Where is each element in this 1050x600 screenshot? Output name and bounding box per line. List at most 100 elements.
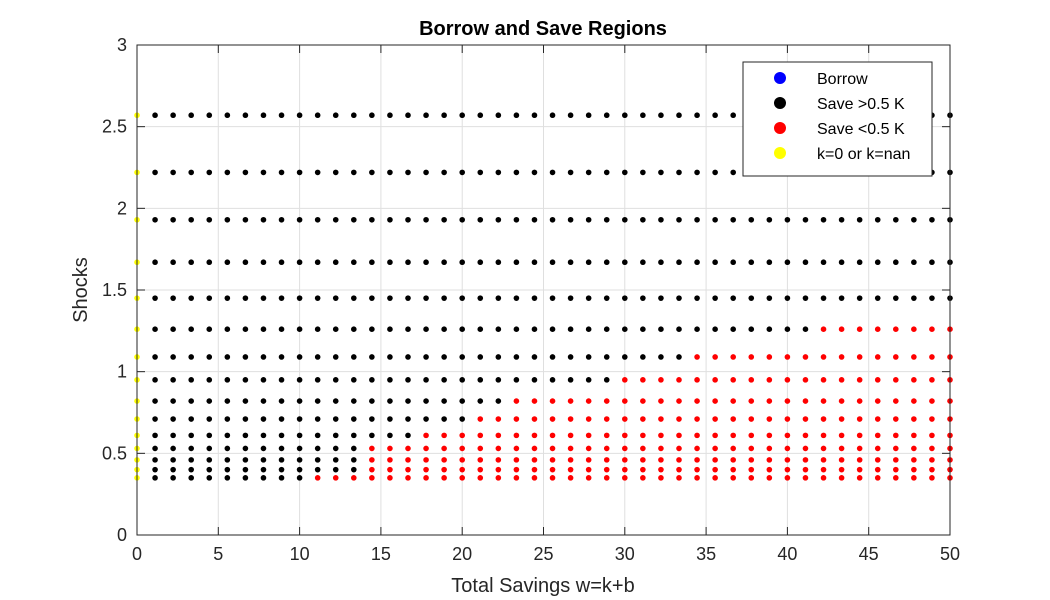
point-save-high	[549, 326, 556, 333]
point-save-high	[387, 216, 393, 223]
point-save-low	[531, 457, 538, 463]
point-save-low	[640, 377, 646, 383]
point-save-low	[694, 354, 700, 360]
point-save-low	[874, 354, 881, 360]
point-save-low	[369, 466, 375, 473]
point-save-low	[893, 466, 899, 473]
point-save-high	[531, 216, 538, 223]
point-save-low	[658, 466, 664, 473]
point-save-high	[296, 112, 303, 119]
point-save-high	[640, 259, 646, 266]
point-save-low	[640, 466, 646, 473]
point-save-low	[477, 416, 484, 422]
point-save-high	[170, 169, 176, 176]
point-save-high	[766, 326, 773, 333]
point-save-high	[260, 377, 267, 383]
point-save-low	[459, 466, 466, 473]
point-save-high	[369, 259, 375, 266]
point-save-low	[477, 432, 484, 439]
point-save-high	[152, 112, 158, 119]
point-save-low	[423, 475, 429, 481]
point-save-low	[893, 398, 899, 404]
point-save-low	[549, 416, 556, 422]
point-save-high	[296, 432, 303, 439]
point-save-high	[260, 259, 267, 266]
point-save-high	[351, 416, 357, 422]
point-save-low	[603, 466, 610, 473]
point-save-low	[874, 416, 881, 422]
point-save-low	[730, 398, 736, 404]
point-save-high	[495, 216, 502, 223]
point-save-low	[549, 432, 556, 439]
point-save-high	[351, 259, 357, 266]
legend-label-k-zero: k=0 or k=nan	[817, 146, 910, 163]
x-tick-label: 0	[132, 544, 142, 564]
point-save-high	[531, 112, 538, 119]
point-save-low	[567, 445, 574, 452]
point-save-low	[766, 466, 773, 473]
point-save-high	[369, 295, 375, 301]
point-save-high	[351, 169, 357, 176]
point-save-high	[369, 432, 375, 439]
point-save-high	[694, 112, 700, 119]
point-save-high	[369, 416, 375, 422]
point-save-low	[603, 475, 610, 481]
point-save-high	[441, 416, 447, 422]
point-save-high	[856, 216, 863, 223]
point-save-low	[929, 466, 935, 473]
point-save-high	[477, 259, 484, 266]
y-tick-label: 0.5	[102, 443, 127, 463]
point-save-high	[676, 216, 682, 223]
point-save-low	[658, 416, 664, 422]
point-save-high	[260, 169, 267, 176]
point-save-high	[694, 216, 700, 223]
point-save-high	[278, 432, 285, 439]
point-save-low	[874, 326, 881, 333]
point-save-high	[567, 169, 574, 176]
point-save-high	[531, 377, 538, 383]
point-save-low	[911, 457, 917, 463]
legend-box	[742, 61, 933, 177]
point-save-low	[929, 445, 935, 452]
point-save-low	[567, 398, 574, 404]
y-tick-label: 3	[117, 35, 127, 55]
point-save-low	[640, 416, 646, 422]
point-save-high	[260, 216, 267, 223]
point-save-high	[206, 326, 213, 333]
point-save-low	[495, 416, 502, 422]
point-save-low	[513, 398, 520, 404]
point-save-low	[495, 475, 502, 481]
point-save-high	[802, 326, 809, 333]
point-save-low	[893, 326, 899, 333]
point-save-high	[224, 398, 231, 404]
point-save-high	[278, 295, 285, 301]
point-save-high	[784, 295, 791, 301]
point-save-low	[712, 398, 718, 404]
point-save-high	[694, 295, 700, 301]
point-save-low	[856, 354, 863, 360]
point-save-high	[549, 354, 556, 360]
point-save-high	[567, 112, 574, 119]
point-save-high	[585, 295, 592, 301]
chart-title: Borrow and Save Regions	[419, 18, 667, 40]
point-save-high	[170, 112, 176, 119]
point-save-low	[585, 398, 592, 404]
point-save-low	[802, 416, 809, 422]
point-save-low	[820, 475, 827, 481]
point-save-high	[188, 445, 194, 452]
point-save-low	[730, 466, 736, 473]
point-save-high	[314, 295, 321, 301]
point-save-high	[152, 466, 158, 473]
x-tick-label: 10	[290, 544, 310, 564]
point-save-low	[622, 432, 628, 439]
point-save-low	[893, 416, 899, 422]
point-save-high	[278, 112, 285, 119]
point-save-high	[351, 326, 357, 333]
point-save-high	[260, 354, 267, 360]
point-save-high	[152, 169, 158, 176]
point-save-high	[242, 398, 249, 404]
point-save-high	[459, 326, 466, 333]
point-save-low	[874, 457, 881, 463]
point-save-low	[351, 475, 357, 481]
point-save-high	[622, 112, 628, 119]
